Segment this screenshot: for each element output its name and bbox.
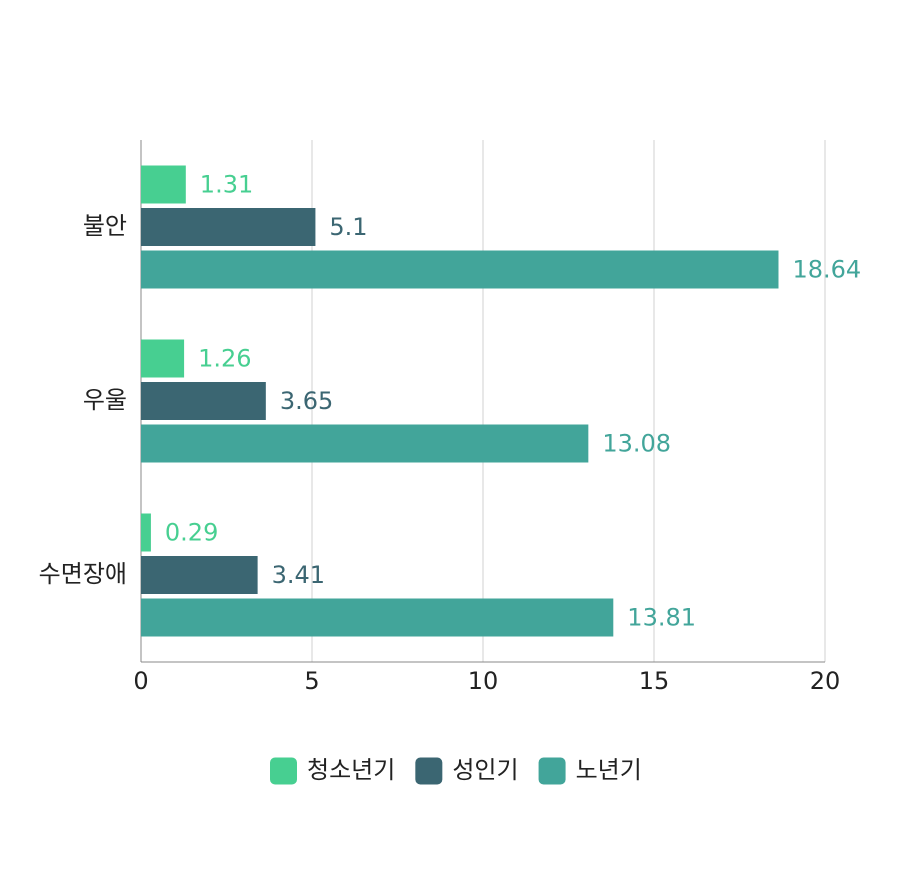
data-label: 13.08 <box>602 430 671 458</box>
data-label: 18.64 <box>792 256 861 284</box>
bar <box>141 382 266 420</box>
legend-swatch <box>538 757 566 785</box>
bar <box>141 339 185 378</box>
bar <box>141 513 151 552</box>
data-label: 5.1 <box>329 213 367 241</box>
data-label: 13.81 <box>627 604 696 632</box>
bar <box>141 165 186 204</box>
x-tick-label: 20 <box>810 667 841 695</box>
y-tick-label: 수면장애 <box>39 560 127 588</box>
bar <box>141 424 589 463</box>
x-tick-label: 15 <box>639 667 670 695</box>
y-tick-label: 우울 <box>83 386 127 414</box>
bar <box>141 556 258 594</box>
legend-label: 성인기 <box>452 756 518 784</box>
legend-label: 청소년기 <box>307 756 395 784</box>
data-label: 3.65 <box>280 387 333 415</box>
bar <box>141 598 614 637</box>
x-tick-label: 0 <box>133 667 148 695</box>
data-label: 3.41 <box>272 561 325 589</box>
data-label: 1.26 <box>198 345 251 373</box>
x-tick-label: 5 <box>304 667 319 695</box>
x-tick-label: 10 <box>468 667 499 695</box>
legend-label: 노년기 <box>576 756 642 784</box>
legend-swatch <box>415 757 443 785</box>
bar <box>141 208 316 246</box>
data-label: 0.29 <box>165 519 218 547</box>
bar <box>141 250 779 289</box>
y-tick-label: 불안 <box>83 212 127 240</box>
legend-swatch <box>270 757 297 785</box>
data-label: 1.31 <box>200 171 253 199</box>
